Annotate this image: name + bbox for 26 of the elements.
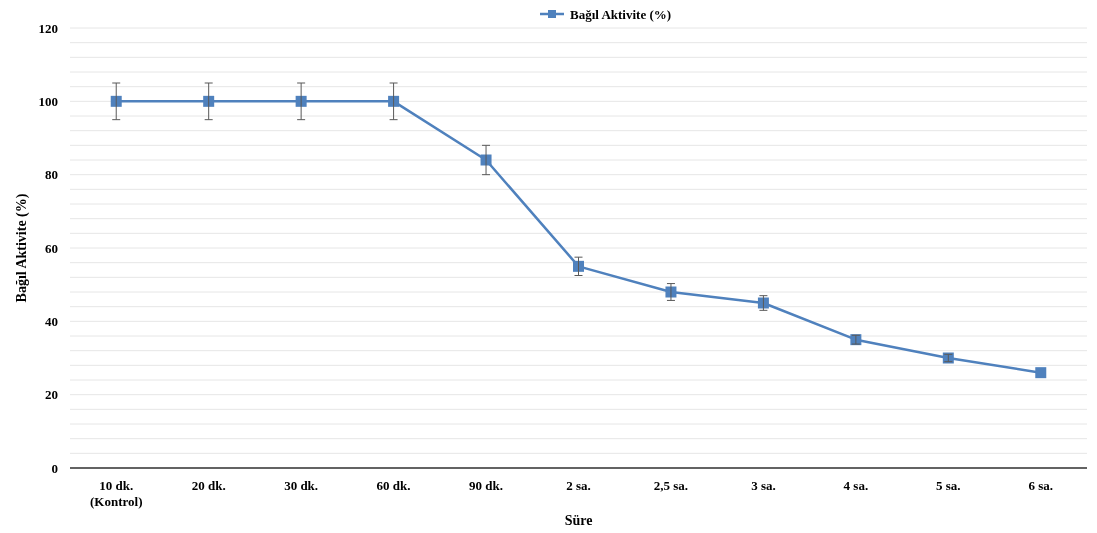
x-tick-label: 5 sa. (936, 478, 961, 493)
point (573, 260, 584, 272)
x-tick-label: 3 sa. (751, 478, 776, 493)
y-tick-label: 100 (38, 93, 58, 109)
x-tick-label: 2 sa. (566, 478, 591, 493)
y-tick-label: 80 (45, 167, 58, 183)
x-tick-label: 20 dk. (191, 478, 226, 493)
point (1035, 367, 1047, 379)
x-tick-label: 2,5 sa. (653, 478, 689, 493)
x-tick-label: 4 sa. (843, 478, 869, 493)
x-tick-label: 10 dk. (Kontrol) (89, 478, 143, 509)
y-tick-label: 60 (45, 240, 58, 256)
x-tick-label: 60 dk. (376, 478, 411, 493)
y-tick-label: 20 (45, 387, 58, 403)
x-tick-label: 30 dk. (284, 478, 319, 493)
y-tick-label: 120 (38, 20, 58, 36)
y-tick-label: 0 (51, 460, 58, 476)
point (203, 95, 215, 107)
point (110, 95, 122, 107)
x-axis-title: Süre (564, 513, 593, 528)
point (388, 95, 400, 107)
x-tick-label: 90 dk. (469, 478, 504, 493)
y-tick-label: 40 (45, 313, 58, 329)
legend-label: Bağıl Aktivite (%) (570, 6, 672, 22)
y-axis-title: Bağıl Aktivite (%) (14, 193, 30, 303)
x-tick-label: 6 sa. (1028, 478, 1054, 493)
